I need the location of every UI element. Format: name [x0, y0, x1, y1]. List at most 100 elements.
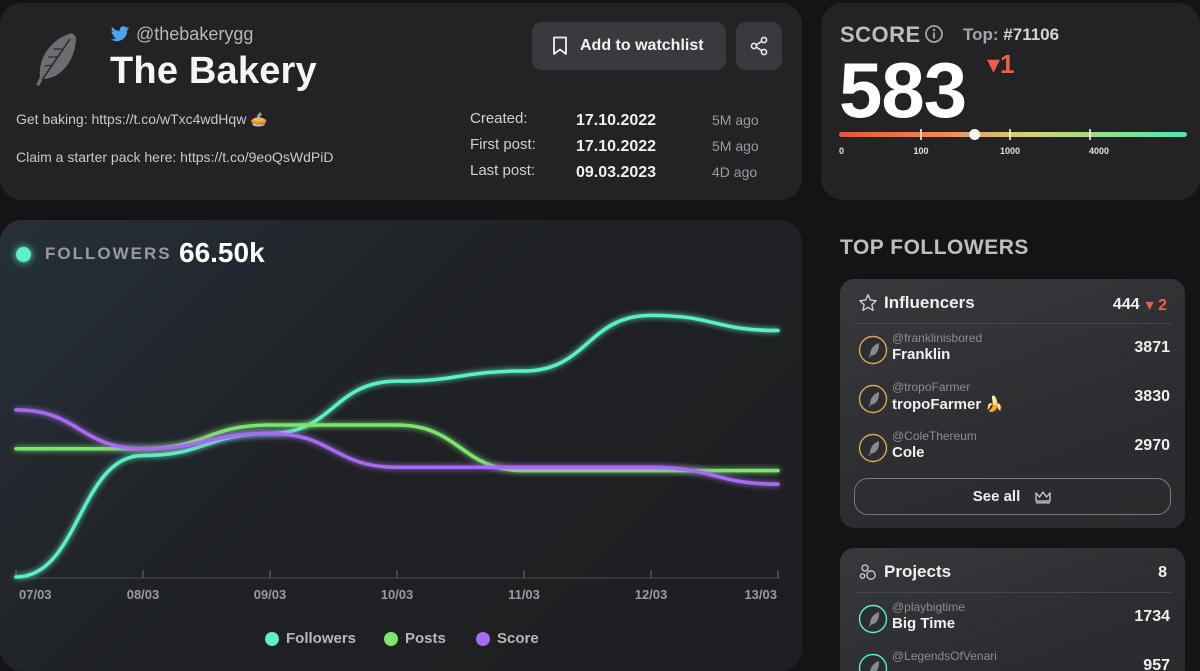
chart-value: 66.50k: [179, 237, 265, 268]
gauge-track: [839, 132, 1187, 137]
twitter-handle[interactable]: @thebakerygg: [110, 24, 253, 45]
see-all-button[interactable]: See all: [854, 478, 1171, 515]
top-rank: Top: #71106: [963, 25, 1059, 45]
x-tick-label: 08/03: [127, 587, 160, 602]
share-icon: [750, 36, 768, 56]
meta-first-post: First post: 17.10.2022 5M ago: [470, 136, 770, 156]
top-rank-value: #71106: [1003, 25, 1060, 44]
projects-title: Projects: [884, 562, 952, 581]
star-icon: [859, 294, 877, 311]
followers-chart[interactable]: 07/03 08/03 09/03 10/03 11/03 12/03 13/03: [0, 220, 802, 671]
series-line-followers: [14, 313, 780, 579]
bookmark-icon: [553, 36, 567, 55]
legend-label: Posts: [405, 630, 446, 647]
meta-ago: 5M ago: [712, 138, 759, 154]
profile-card: @thebakerygg The Bakery Get baking: http…: [0, 3, 802, 200]
see-all-label: See all: [972, 488, 1021, 505]
meta-ago: 4D ago: [712, 164, 758, 180]
feather-icon: [36, 33, 76, 86]
chart-title: FOLLOWERS: [16, 244, 172, 264]
list-item[interactable]: @playbigtime Big Time 1734: [858, 600, 1170, 640]
gauge-marker: [969, 129, 981, 140]
avatar-icon: [858, 653, 888, 671]
avatar-icon: [858, 604, 888, 634]
score-gauge: 0 100 1000 4000: [839, 129, 1187, 156]
meta-label: Last post:: [470, 162, 536, 179]
x-tick-label: 12/03: [635, 587, 668, 602]
followers-chart-card: 07/03 08/03 09/03 10/03 11/03 12/03 13/03 FOLL…: [0, 220, 802, 671]
meta-date: 17.10.2022: [576, 112, 657, 129]
legend-swatch: [265, 631, 279, 646]
x-tick-label: 13/03: [744, 587, 777, 602]
meta-date: 09.03.2023: [576, 164, 657, 181]
projects-count: 8: [1158, 564, 1167, 582]
legend-label: Followers: [286, 630, 357, 647]
score-change: ▾1: [987, 49, 1015, 79]
divider: [854, 592, 1171, 593]
top-rank-prefix: Top:: [963, 25, 999, 44]
crown-icon: [1035, 490, 1051, 503]
list-item[interactable]: @LegendsOfVenari 957: [858, 649, 1170, 671]
legend-swatch: [476, 631, 490, 646]
projects-panel: Projects 8 @playbigtime Big Time 1734 @L…: [840, 548, 1185, 671]
score-value: 583: [839, 46, 967, 134]
watchlist-label: Add to watchlist: [580, 37, 704, 54]
info-icon[interactable]: [924, 24, 944, 44]
follower-name: Cole: [892, 444, 925, 461]
handle-text: @thebakerygg: [136, 24, 254, 44]
twitter-icon: [110, 26, 130, 42]
count-value: 444: [1112, 296, 1140, 313]
count-value: 8: [1158, 564, 1167, 581]
score-card: SCORE Top: #71106 583 ▾1 0 100 1000 4000: [821, 3, 1200, 200]
avatar: [20, 25, 90, 95]
follower-score: 957: [1143, 657, 1170, 671]
gauge-tick-label: 4000: [1089, 146, 1109, 156]
meta-date: 17.10.2022: [576, 138, 657, 155]
share-button[interactable]: [736, 22, 782, 70]
gauge-tick-label: 1000: [1000, 146, 1020, 156]
follower-name: tropoFarmer 🍌: [892, 396, 1005, 413]
x-tick-label: 11/03: [508, 587, 540, 602]
bio-line: Get baking: https://t.co/wTxc4wdHqw 🥧: [16, 111, 268, 127]
follower-handle: @tropoFarmer: [892, 380, 971, 394]
influencers-panel: Influencers 444 ▾ 2 @franklinisbored Fra…: [840, 279, 1185, 528]
follower-score: 1734: [1134, 608, 1170, 625]
x-tick-label: 09/03: [254, 587, 287, 602]
legend-swatch: [384, 631, 398, 646]
page-title: The Bakery: [110, 50, 317, 92]
top-followers-heading: TOP FOLLOWERS: [840, 236, 1029, 259]
meta-last-post: Last post: 09.03.2023 4D ago: [470, 162, 770, 182]
meta-label: Created:: [470, 110, 528, 127]
legend-score[interactable]: Score: [476, 630, 539, 647]
avatar-icon: [858, 433, 888, 463]
projects-icon: [859, 564, 876, 580]
list-item[interactable]: @franklinisbored Franklin 3871: [858, 331, 1170, 371]
legend-label: Score: [497, 630, 539, 647]
follower-handle: @ColeThereum: [892, 429, 977, 443]
followers-dot-icon: [16, 246, 31, 262]
chart-label: FOLLOWERS: [45, 244, 172, 263]
meta-ago: 5M ago: [712, 112, 759, 128]
list-item[interactable]: @tropoFarmer tropoFarmer 🍌 3830: [858, 380, 1170, 420]
follower-score: 2970: [1134, 437, 1170, 454]
follower-name: Big Time: [892, 615, 956, 632]
add-to-watchlist-button[interactable]: Add to watchlist: [532, 22, 726, 70]
legend-posts[interactable]: Posts: [384, 630, 446, 647]
influencers-header: Influencers: [858, 293, 975, 313]
bio-line: Claim a starter pack here: https://t.co/…: [16, 149, 334, 165]
x-tick-label: 10/03: [381, 587, 414, 602]
gauge-tick-label: 0: [839, 146, 844, 156]
influencers-title: Influencers: [884, 293, 975, 312]
meta-label: First post:: [470, 136, 536, 153]
meta-created: Created: 17.10.2022 5M ago: [470, 110, 770, 130]
score-label: SCORE: [840, 22, 921, 47]
count-change: ▾ 2: [1145, 297, 1167, 314]
follower-name: Franklin: [892, 346, 951, 363]
gauge-tick-label: 100: [913, 146, 928, 156]
follower-handle: @LegendsOfVenari: [892, 649, 997, 663]
x-tick-label: 07/03: [19, 587, 52, 602]
follower-handle: @playbigtime: [892, 600, 965, 614]
list-item[interactable]: @ColeThereum Cole 2970: [858, 429, 1170, 469]
legend-followers[interactable]: Followers: [265, 630, 356, 647]
follower-handle: @franklinisbored: [892, 331, 983, 345]
